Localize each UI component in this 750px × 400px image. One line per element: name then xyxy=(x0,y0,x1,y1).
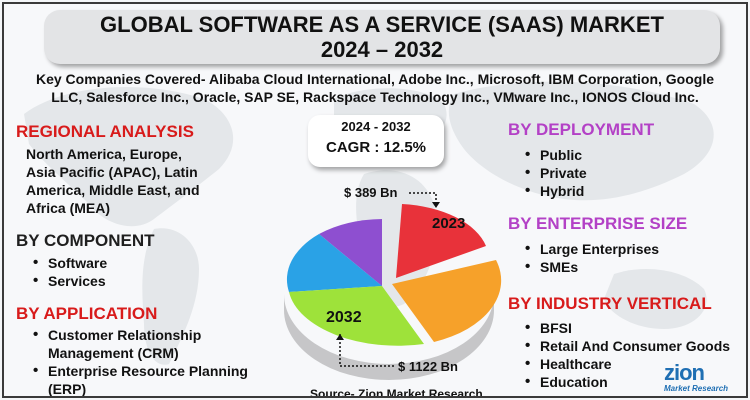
logo-tagline: Market Research xyxy=(664,384,729,393)
zion-logo: zion Market Research xyxy=(664,360,746,396)
list-item: Hybrid xyxy=(522,182,587,200)
list-item: Large Enterprises xyxy=(522,240,659,258)
regional-analysis-text: North America, Europe, Asia Pacific (APA… xyxy=(26,145,266,217)
regional-line: Africa (MEA) xyxy=(26,200,111,216)
title-banner: GLOBAL SOFTWARE AS A SERVICE (SAAS) MARK… xyxy=(44,10,720,64)
list-item: Enterprise Resource Planning (ERP) xyxy=(30,362,280,397)
title-years: 2024 – 2032 xyxy=(320,37,444,62)
deployment-heading: BY DEPLOYMENT xyxy=(508,120,655,139)
logo-wordmark: zion xyxy=(664,360,705,385)
cagr-value: CAGR : 12.5% xyxy=(325,139,427,156)
list-item-line: Enterprise Resource Planning xyxy=(48,363,248,379)
regional-line: Asia Pacific (APAC), Latin xyxy=(26,164,198,180)
list-item: Healthcare xyxy=(522,355,730,373)
list-item: Customer Relationship Management (CRM) xyxy=(30,326,280,362)
application-heading: BY APPLICATION xyxy=(16,304,158,323)
list-item: BFSI xyxy=(522,319,730,337)
regional-analysis-heading: REGIONAL ANALYSIS xyxy=(16,122,194,141)
pie-slice-purple xyxy=(319,219,382,286)
list-item: Software xyxy=(30,254,107,272)
key-companies-line-1: Key Companies Covered- Alibaba Cloud Int… xyxy=(35,71,714,87)
pie-depth xyxy=(284,294,494,380)
list-item: Private xyxy=(522,164,587,182)
regional-line: America, Middle East, and xyxy=(26,182,200,198)
key-companies: Key Companies Covered- Alibaba Cloud Int… xyxy=(16,70,734,106)
source-note: Source- Zion Market Research xyxy=(310,387,483,398)
pie-label-2023: 2023 xyxy=(432,215,465,232)
cagr-box: 2024 - 2032 CAGR : 12.5% xyxy=(308,115,444,167)
cagr-period: 2024 - 2032 xyxy=(341,119,411,134)
callout-2032-line xyxy=(339,334,394,367)
list-item-line: Management (CRM) xyxy=(48,345,179,361)
list-item-line: (ERP) xyxy=(48,381,87,397)
list-item: SMEs xyxy=(522,258,659,276)
list-item: Education xyxy=(522,373,730,391)
list-item-line: Customer Relationship xyxy=(48,327,202,343)
pie-slice-blue xyxy=(286,234,382,292)
component-heading: BY COMPONENT xyxy=(16,231,155,250)
value-2032-label: $ 1122 Bn xyxy=(398,359,458,374)
enterprise-size-heading: BY ENTERPRISE SIZE xyxy=(508,214,688,233)
component-list: Software Services xyxy=(30,254,107,290)
callout-2023-line xyxy=(409,192,437,206)
pie-slice-red xyxy=(396,204,486,278)
list-item: Services xyxy=(30,272,107,290)
industry-vertical-list: BFSI Retail And Consumer Goods Healthcar… xyxy=(522,319,730,391)
pie-label-2032: 2032 xyxy=(326,309,362,326)
key-companies-line-2: LLC, Salesforce Inc., Oracle, SAP SE, Ra… xyxy=(51,89,699,105)
pie-slice-green xyxy=(289,286,424,346)
regional-line: North America, Europe, xyxy=(26,146,182,162)
main-title: GLOBAL SOFTWARE AS A SERVICE (SAAS) MARK… xyxy=(100,12,664,37)
value-2023-label: $ 389 Bn xyxy=(344,185,398,200)
market-pie-graphic: 2023 2032 $ 389 Bn $ 1122 Bn xyxy=(284,185,502,380)
pie-slice-orange xyxy=(392,260,502,342)
application-list: Customer Relationship Management (CRM) E… xyxy=(30,326,280,397)
industry-vertical-heading: BY INDUSTRY VERTICAL xyxy=(508,294,712,313)
enterprise-size-list: Large Enterprises SMEs xyxy=(522,240,659,276)
deployment-list: Public Private Hybrid xyxy=(522,146,587,200)
list-item: Retail And Consumer Goods xyxy=(522,337,730,355)
list-item: Public xyxy=(522,146,587,164)
